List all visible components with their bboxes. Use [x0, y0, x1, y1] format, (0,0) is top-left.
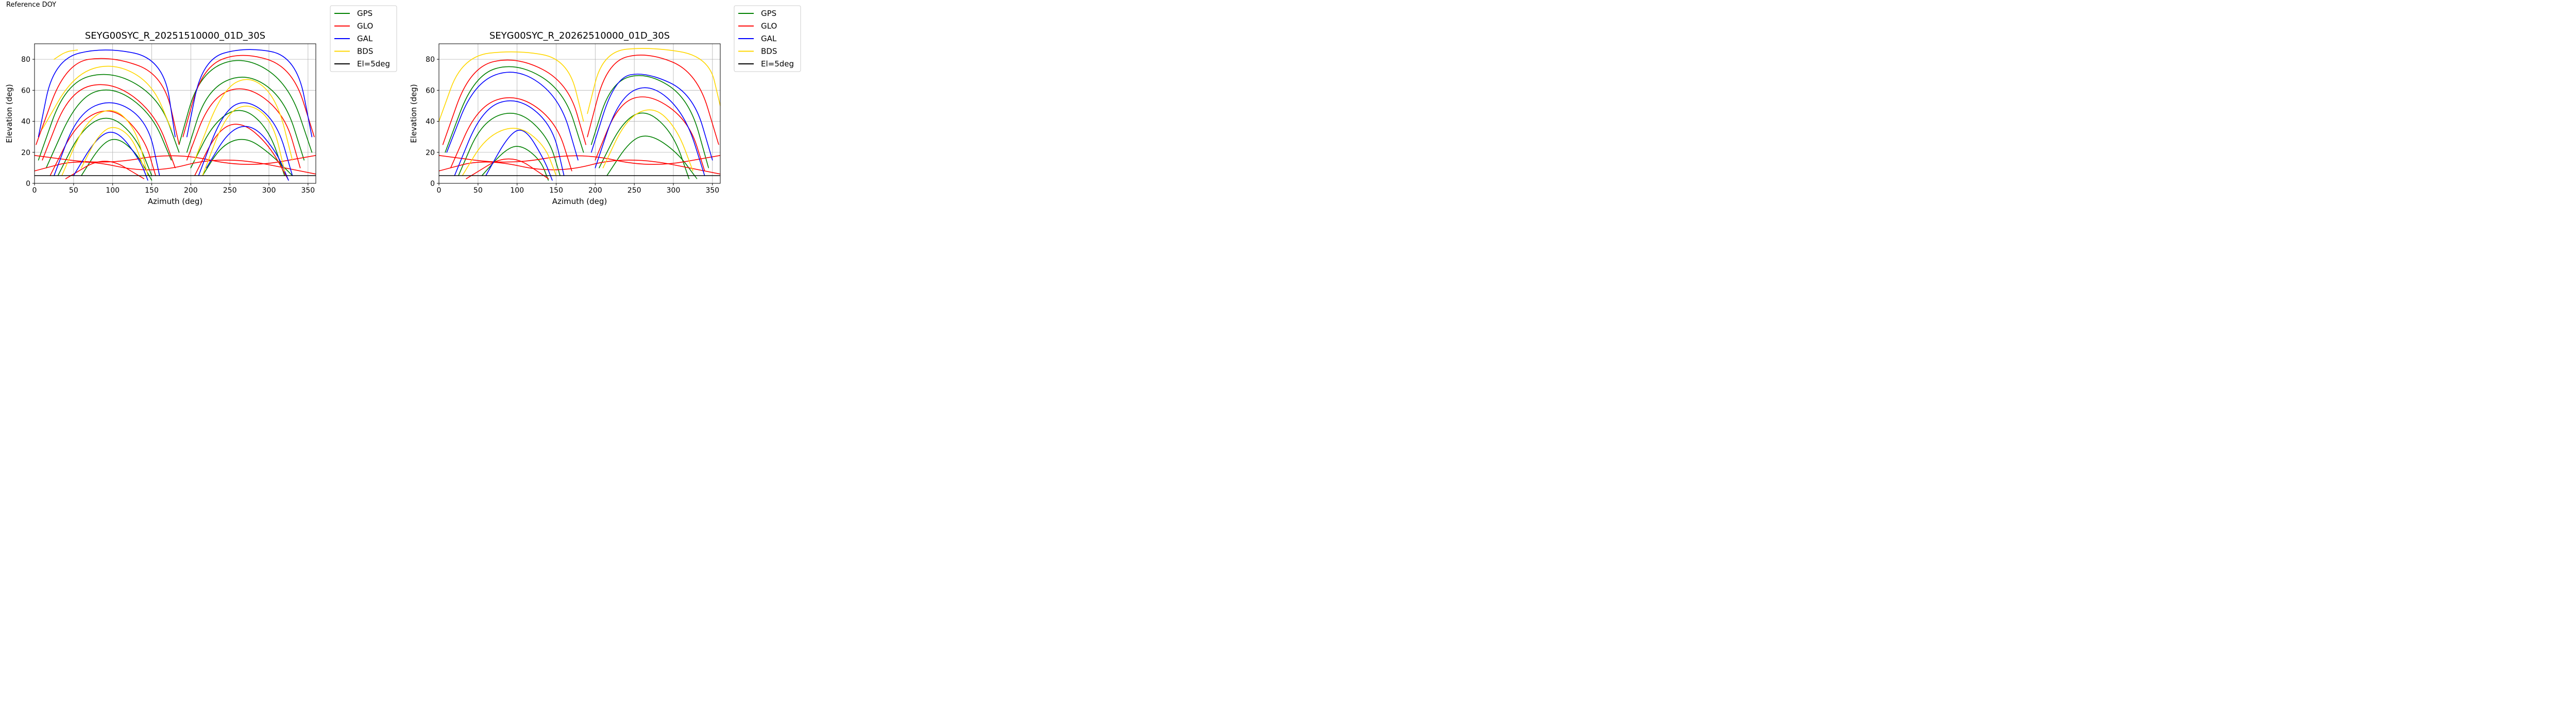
y-tick-label: 0 — [430, 180, 435, 188]
y-tick-label: 80 — [21, 56, 30, 64]
track-bds — [439, 51, 584, 122]
track-bds — [462, 128, 557, 176]
track-bds — [202, 106, 285, 176]
track-gps — [606, 135, 698, 179]
track-bds — [54, 49, 78, 60]
track-gal — [454, 100, 565, 176]
x-axis-label: Azimuth (deg) — [552, 197, 607, 206]
x-tick-label: 150 — [145, 186, 159, 195]
legend-label: GLO — [761, 22, 777, 31]
legend: GPS GLO GAL BDS El=5deg — [330, 5, 397, 72]
track-glo — [466, 158, 549, 179]
x-tick-label: 250 — [628, 186, 641, 195]
figure-title: Reference DOY — [6, 1, 57, 9]
track-glo — [186, 88, 301, 168]
legend-label: BDS — [357, 47, 373, 56]
track-bds — [61, 110, 148, 176]
chart-1: 0 50 100 150 200 250 300 350 0 20 40 60 80 SEYG00SYC_… — [5, 5, 397, 206]
y-tick-label: 80 — [426, 56, 435, 64]
y-axis-label: Elevation (deg) — [409, 84, 418, 143]
x-tick-label: 100 — [510, 186, 524, 195]
legend-box — [734, 5, 801, 72]
track-bds — [42, 65, 172, 130]
track-glo — [450, 97, 572, 172]
track-gal — [485, 129, 553, 181]
track-glo — [439, 155, 720, 165]
track-gal — [54, 102, 160, 176]
x-tick-label: 0 — [32, 186, 37, 195]
x-axis-label: Azimuth (deg) — [148, 197, 203, 206]
plot-area — [35, 49, 316, 181]
track-glo — [35, 155, 316, 165]
axes-frame — [34, 43, 316, 184]
x-tick-label: 150 — [549, 186, 563, 195]
track-gps — [599, 112, 690, 179]
legend-label: El=5deg — [357, 59, 390, 68]
y-tick-label: 20 — [426, 149, 435, 157]
track-gal — [73, 131, 148, 181]
chart-title: SEYG00SYC_R_20251510000_01D_30S — [85, 30, 265, 41]
chart-title: SEYG00SYC_R_20262510000_01D_30S — [489, 30, 670, 41]
x-tick-label: 200 — [588, 186, 602, 195]
legend-label: GPS — [761, 9, 776, 18]
track-gps — [190, 110, 285, 176]
y-tick-label: 40 — [426, 118, 435, 126]
x-tick-label: 100 — [106, 186, 120, 195]
x-tick-label: 350 — [301, 186, 315, 195]
track-gps — [590, 75, 709, 168]
x-tick-label: 300 — [667, 186, 681, 195]
track-glo — [49, 110, 156, 176]
plot-area — [439, 48, 720, 181]
track-gps — [45, 89, 172, 168]
y-tick-label: 60 — [21, 87, 30, 95]
legend: GPS GLO GAL BDS El=5deg — [734, 5, 801, 72]
track-gal — [206, 126, 289, 181]
legend-box — [330, 5, 397, 72]
x-tick-label: 50 — [69, 186, 78, 195]
track-gps — [186, 76, 305, 161]
track-gps — [445, 66, 584, 153]
track-gps — [178, 60, 313, 153]
track-bds — [587, 48, 720, 114]
track-bds — [194, 79, 293, 161]
legend-label: GPS — [357, 9, 372, 18]
y-tick-label: 60 — [426, 87, 435, 95]
x-tick-label: 350 — [705, 186, 719, 195]
track-gal — [446, 72, 579, 161]
track-gal — [595, 87, 705, 176]
chart-2: 0 50 100 150 200 250 300 350 0 20 40 60 80 SEYG00SYC_… — [409, 5, 801, 206]
legend-label: El=5deg — [761, 59, 794, 68]
track-gal — [186, 49, 313, 138]
legend-label: BDS — [761, 47, 777, 56]
x-tick-label: 250 — [223, 186, 237, 195]
track-glo — [595, 96, 705, 172]
track-gal — [198, 102, 293, 176]
charts-canvas: 0 50 100 150 200 250 300 350020406080SEYG00SYC_… — [5, 5, 801, 206]
legend-label: GAL — [761, 34, 777, 43]
track-gps — [458, 113, 561, 176]
track-glo — [442, 59, 586, 145]
y-tick-label: 40 — [21, 118, 30, 126]
track-bds — [602, 109, 693, 172]
x-tick-label: 200 — [184, 186, 198, 195]
track-glo — [194, 124, 289, 181]
track-glo — [439, 160, 720, 175]
track-glo — [182, 55, 315, 138]
y-tick-label: 20 — [21, 149, 30, 157]
legend-label: GAL — [357, 34, 373, 43]
track-gps — [57, 117, 152, 176]
track-gal — [38, 49, 176, 138]
y-tick-label: 0 — [26, 180, 30, 188]
x-tick-label: 0 — [437, 186, 442, 195]
track-glo — [42, 84, 176, 168]
track-glo — [587, 55, 719, 145]
track-glo — [36, 58, 180, 145]
x-tick-label: 300 — [262, 186, 276, 195]
x-tick-label: 50 — [473, 186, 483, 195]
track-bds — [81, 127, 145, 168]
legend-label: GLO — [357, 22, 373, 31]
y-axis-label: Elevation (deg) — [5, 84, 14, 143]
axes-frame — [438, 43, 721, 184]
track-gal — [590, 74, 713, 161]
